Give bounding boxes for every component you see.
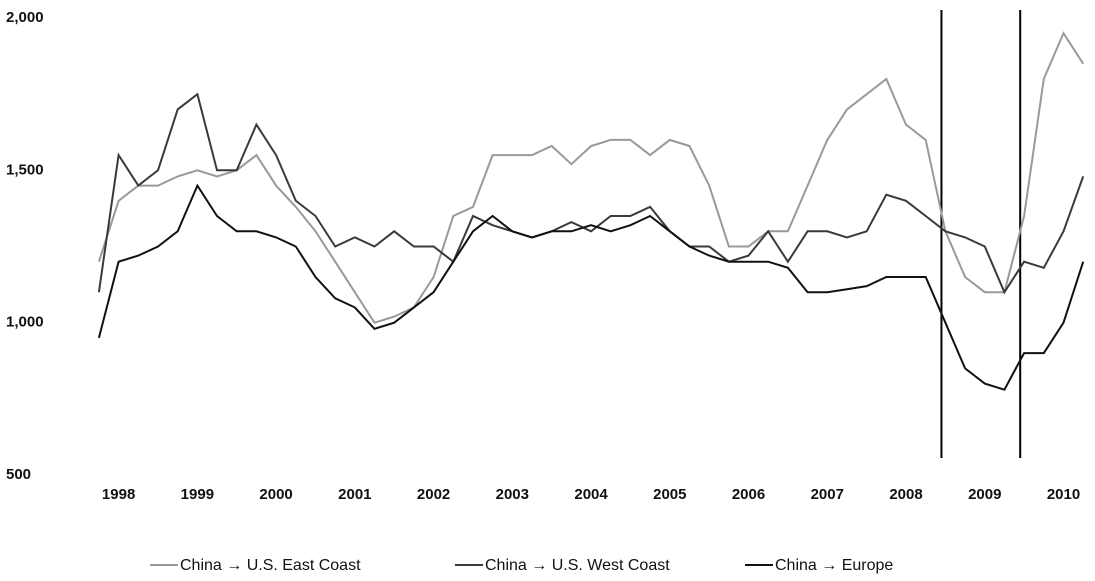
x-tick-label: 2007	[811, 486, 844, 503]
x-tick-label: 2010	[1047, 486, 1080, 503]
x-tick-label: 2002	[417, 486, 450, 503]
x-tick-label: 2003	[496, 486, 529, 503]
x-tick-label: 1998	[102, 486, 135, 503]
x-tick-label: 2006	[732, 486, 765, 503]
legend-label: China → U.S. East Coast	[180, 557, 361, 574]
series-line	[97, 31, 1085, 324]
y-tick-label: 1,500	[6, 161, 44, 178]
y-tick-label: 1,000	[6, 314, 44, 331]
y-tick-label: 500	[6, 466, 31, 483]
x-tick-label: 2008	[889, 486, 922, 503]
x-tick-label: 2000	[259, 486, 292, 503]
series-line	[97, 92, 1085, 295]
x-tick-label: 2004	[574, 486, 608, 503]
legend-label: China → U.S. West Coast	[485, 557, 670, 574]
series-line	[97, 183, 1085, 391]
x-tick-label: 2001	[338, 486, 371, 503]
x-tick-label: 2005	[653, 486, 686, 503]
x-tick-label: 1999	[181, 486, 214, 503]
x-tick-label: 2009	[968, 486, 1001, 503]
y-tick-label: 2,000	[6, 9, 44, 26]
legend-label: China → Europe	[775, 557, 893, 574]
